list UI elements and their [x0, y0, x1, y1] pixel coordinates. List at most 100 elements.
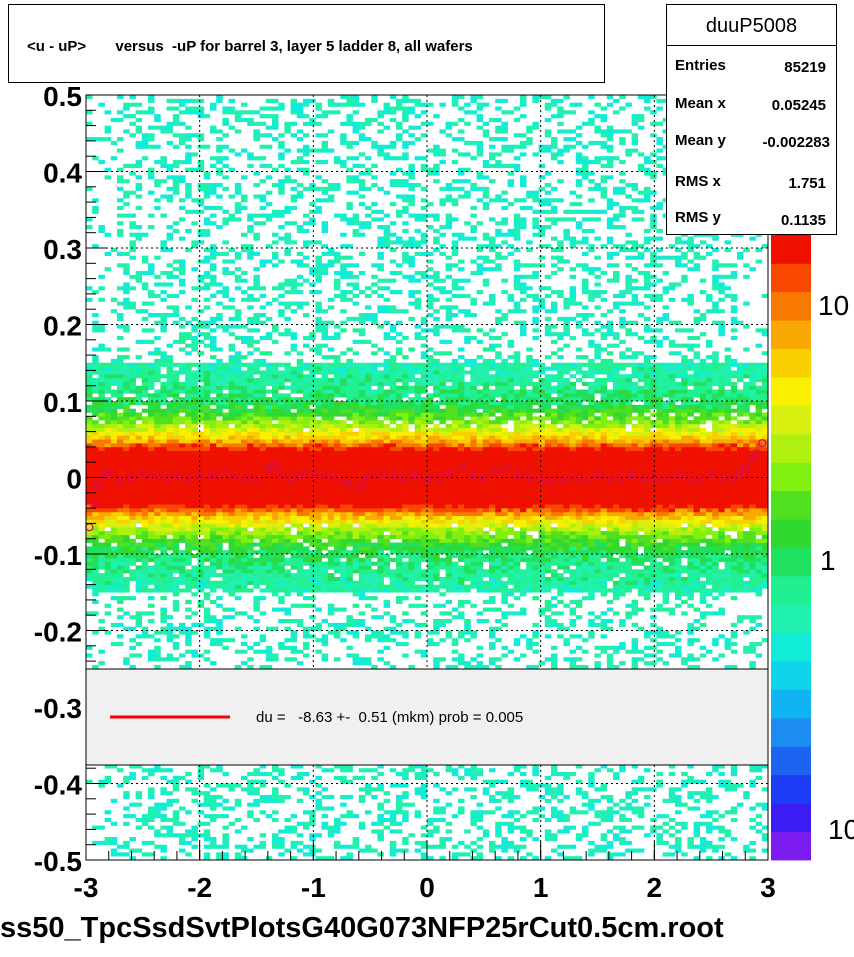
heatmap-cell	[123, 251, 130, 256]
heatmap-cell	[334, 515, 341, 520]
heatmap-cell	[160, 393, 167, 398]
heatmap-cell	[253, 817, 260, 823]
heatmap-cell	[296, 190, 304, 195]
heatmap-cell	[110, 156, 118, 161]
heatmap-cell	[284, 427, 291, 432]
heatmap-cell	[309, 531, 316, 536]
heatmap-cell	[383, 584, 391, 589]
heatmap-cell	[216, 542, 223, 547]
heatmap-cell	[278, 794, 285, 800]
heatmap-cell	[172, 481, 180, 486]
heatmap-cell	[185, 194, 192, 199]
heatmap-cell	[334, 546, 341, 551]
heatmap-cell	[309, 121, 316, 126]
heatmap-cell	[272, 657, 279, 662]
heatmap-cell	[160, 588, 167, 593]
heatmap-cell	[216, 783, 223, 788]
heatmap-cell	[352, 446, 360, 452]
heatmap-cell	[284, 580, 291, 585]
heatmap-cell	[110, 565, 118, 570]
heatmap-cell	[346, 779, 353, 784]
heatmap-cell	[185, 554, 192, 559]
heatmap-cell	[203, 538, 211, 543]
heatmap-cell	[358, 619, 366, 624]
heatmap-cell	[210, 534, 217, 540]
heatmap-cell	[197, 186, 205, 191]
heatmap-cell	[210, 466, 217, 471]
heatmap-cell	[191, 622, 198, 627]
heatmap-cell	[315, 473, 322, 478]
heatmap-cell	[309, 557, 316, 562]
heatmap-cell	[117, 519, 124, 524]
heatmap-cell	[123, 324, 130, 329]
heatmap-cell	[358, 378, 366, 383]
heatmap-cell	[234, 550, 242, 555]
heatmap-cell	[154, 546, 161, 551]
heatmap-cell	[141, 301, 149, 306]
heatmap-cell	[154, 538, 161, 543]
heatmap-cell	[247, 504, 254, 509]
heatmap-cell	[272, 213, 279, 218]
heatmap-cell	[185, 641, 192, 647]
heatmap-cell	[383, 527, 391, 532]
heatmap-cell	[185, 634, 192, 639]
heatmap-cell	[315, 393, 322, 398]
heatmap-cell	[154, 114, 161, 119]
heatmap-cell	[110, 500, 118, 505]
heatmap-cell	[247, 664, 254, 670]
heatmap-cell	[334, 622, 341, 627]
heatmap-cell	[228, 638, 236, 643]
heatmap-cell	[290, 389, 298, 394]
heatmap-cell	[383, 519, 391, 524]
heatmap-cell	[346, 622, 353, 627]
heatmap-cell	[210, 385, 217, 390]
heatmap-cell	[179, 473, 186, 478]
heatmap-cell	[278, 599, 285, 605]
heatmap-cell	[197, 527, 205, 532]
heatmap-cell	[222, 638, 229, 643]
heatmap-cell	[340, 856, 347, 860]
heatmap-cell	[141, 534, 149, 540]
heatmap-cell	[284, 282, 291, 287]
heatmap-cell	[135, 443, 143, 448]
heatmap-cell	[197, 802, 205, 807]
heatmap-cell	[110, 374, 118, 379]
heatmap-cell	[247, 488, 254, 494]
heatmap-cell	[278, 190, 285, 195]
heatmap-cell	[222, 798, 229, 803]
heatmap-cell	[358, 576, 366, 582]
heatmap-cell	[234, 110, 242, 115]
heatmap-cell	[278, 550, 285, 555]
heatmap-cell	[315, 783, 322, 788]
heatmap-cell	[98, 454, 105, 459]
heatmap-cell	[253, 408, 260, 413]
heatmap-cell	[166, 580, 174, 585]
heatmap-cell	[210, 278, 217, 283]
heatmap-cell	[253, 626, 260, 631]
heatmap-cell	[216, 450, 223, 455]
heatmap-cell	[129, 171, 136, 176]
heatmap-cell	[259, 194, 267, 199]
heatmap-cell	[383, 523, 391, 528]
heatmap-cell	[203, 615, 211, 620]
heatmap-cell	[321, 114, 329, 119]
heatmap-cell	[340, 469, 347, 474]
heatmap-cell	[253, 584, 260, 589]
heatmap-cell	[203, 542, 211, 547]
heatmap-cell	[160, 244, 167, 249]
heatmap-cell	[166, 500, 174, 505]
heatmap-cell	[197, 167, 205, 172]
heatmap-cell	[303, 228, 310, 234]
heatmap-cell	[377, 324, 384, 329]
heatmap-cell	[185, 546, 192, 551]
heatmap-cell	[129, 531, 136, 536]
heatmap-cell	[358, 500, 366, 505]
heatmap-cell	[210, 251, 217, 256]
heatmap-cell	[203, 619, 211, 624]
heatmap-cell	[185, 527, 192, 532]
heatmap-cell	[253, 515, 260, 520]
heatmap-cell	[191, 446, 198, 452]
heatmap-cell	[210, 156, 217, 161]
heatmap-cell	[160, 324, 167, 329]
heatmap-cell	[365, 435, 372, 440]
